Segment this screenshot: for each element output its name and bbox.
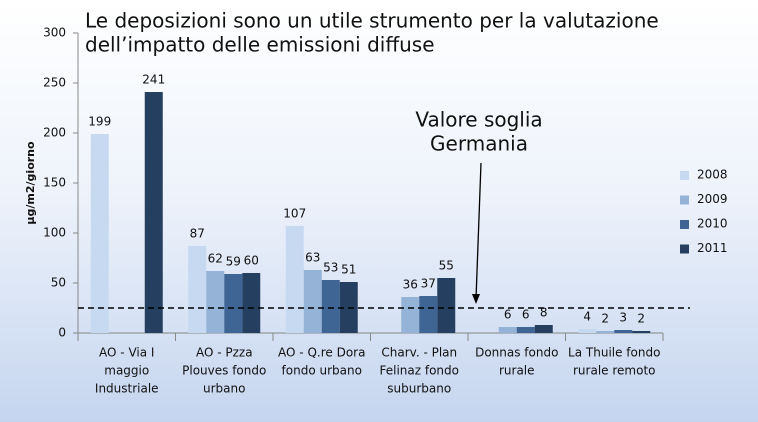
value-label: 3 bbox=[619, 311, 627, 325]
x-tick-label: suburbano bbox=[387, 382, 451, 396]
x-tick-label: AO - Pzza bbox=[196, 346, 253, 360]
bar bbox=[144, 92, 163, 333]
y-tick-label: 150 bbox=[43, 176, 66, 190]
value-label: 53 bbox=[323, 261, 338, 275]
x-tick-label: rurale remoto bbox=[573, 364, 656, 378]
y-axis-label: µg/m2/giorno bbox=[24, 141, 37, 225]
legend-label: 2009 bbox=[697, 192, 728, 206]
y-tick-label: 200 bbox=[43, 126, 66, 140]
value-label: 59 bbox=[226, 255, 241, 269]
value-label: 6 bbox=[504, 308, 512, 322]
value-label: 107 bbox=[283, 207, 306, 221]
value-label: 8 bbox=[540, 306, 548, 320]
bar bbox=[401, 297, 420, 333]
bar bbox=[614, 330, 633, 333]
x-tick-label: AO - Via I bbox=[99, 346, 154, 360]
chart-title: dell’impatto delle emissioni diffuse bbox=[85, 33, 435, 57]
x-tick-label: urbano bbox=[203, 382, 245, 396]
bar bbox=[578, 329, 597, 333]
legend-swatch bbox=[680, 220, 689, 229]
bar bbox=[632, 331, 651, 333]
value-label: 6 bbox=[522, 308, 530, 322]
bar bbox=[419, 296, 438, 333]
x-tick-label: AO - Q.re Dora bbox=[278, 346, 365, 360]
value-label: 63 bbox=[305, 251, 320, 265]
annotation: Valore soglia bbox=[415, 108, 542, 132]
chart-title: Le deposizioni sono un utile strumento p… bbox=[85, 9, 659, 33]
y-tick-label: 300 bbox=[43, 26, 66, 40]
legend-label: 2008 bbox=[697, 168, 728, 182]
x-tick-label: Felinaz fondo bbox=[380, 364, 460, 378]
value-label: 2 bbox=[637, 312, 645, 326]
bar bbox=[285, 226, 304, 333]
value-label: 87 bbox=[190, 227, 205, 241]
value-label: 51 bbox=[341, 263, 356, 277]
y-tick-label: 50 bbox=[51, 276, 66, 290]
legend-swatch bbox=[680, 244, 689, 254]
y-tick-label: 250 bbox=[43, 76, 66, 90]
value-label: 241 bbox=[142, 73, 165, 87]
value-label: 36 bbox=[403, 278, 418, 292]
value-label: 55 bbox=[439, 259, 454, 273]
y-tick-label: 0 bbox=[58, 326, 66, 340]
x-tick-label: La Thuile fondo bbox=[568, 346, 660, 360]
legend-label: 2011 bbox=[697, 241, 728, 255]
legend-swatch bbox=[680, 171, 689, 180]
bar bbox=[188, 246, 207, 333]
y-tick-label: 100 bbox=[43, 226, 66, 240]
value-label: 199 bbox=[88, 115, 111, 129]
annotation-arrowhead bbox=[472, 294, 480, 304]
bar bbox=[596, 331, 615, 333]
annotation: Germania bbox=[430, 132, 528, 156]
x-tick-label: Charv. - Plan bbox=[381, 346, 457, 360]
annotation-arrow bbox=[475, 162, 482, 300]
value-label: 37 bbox=[421, 277, 436, 291]
bar bbox=[516, 327, 535, 333]
x-tick-label: Plouves fondo bbox=[182, 364, 266, 378]
bar bbox=[321, 280, 340, 333]
bar bbox=[224, 274, 243, 333]
value-label: 62 bbox=[208, 252, 223, 266]
bar bbox=[206, 271, 225, 333]
bar bbox=[437, 278, 456, 333]
x-tick-label: Industriale bbox=[95, 382, 159, 396]
value-label: 4 bbox=[583, 310, 591, 324]
legend-label: 2010 bbox=[697, 217, 728, 231]
bar bbox=[534, 325, 553, 333]
x-tick-label: maggio bbox=[104, 364, 149, 378]
bar bbox=[498, 327, 517, 333]
bar bbox=[303, 270, 322, 333]
x-tick-label: rurale bbox=[499, 364, 535, 378]
x-tick-label: fondo urbano bbox=[282, 364, 362, 378]
x-tick-label: Donnas fondo bbox=[475, 346, 558, 360]
value-label: 60 bbox=[244, 254, 259, 268]
bar bbox=[90, 134, 109, 333]
legend-swatch bbox=[680, 195, 689, 205]
value-label: 2 bbox=[601, 312, 609, 326]
bar bbox=[242, 273, 261, 333]
